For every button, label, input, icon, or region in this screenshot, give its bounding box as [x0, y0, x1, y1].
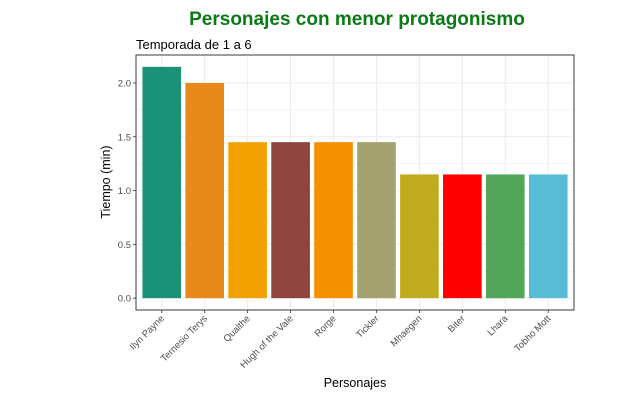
- x-tick-label: Tobho Mott: [512, 313, 553, 354]
- x-tick-label: Mhaegen: [389, 313, 425, 349]
- chart-subtitle: Temporada de 1 a 6: [136, 37, 252, 52]
- y-axis-ticks: 0.0 0.5 1.0 1.5 2.0: [118, 78, 136, 305]
- bar: [314, 142, 353, 299]
- x-tick-label: Tickler: [354, 313, 381, 340]
- chart-title: Personajes con menor protagonismo: [189, 9, 525, 30]
- y-axis-title: Tiempo (min): [99, 145, 113, 218]
- x-axis-title: Personajes: [324, 376, 387, 390]
- y-tick-label: 0.0: [118, 294, 131, 305]
- y-tick-label: 0.5: [118, 240, 131, 251]
- plot-border: [135, 54, 575, 311]
- y-tick-label: 1.0: [118, 186, 131, 197]
- x-tick-label: Biter: [446, 313, 468, 335]
- y-tick-label: 2.0: [118, 78, 131, 89]
- bar: [400, 174, 439, 299]
- bar: [185, 82, 225, 299]
- bar: [228, 142, 267, 299]
- bar: [142, 66, 182, 299]
- bar: [443, 174, 482, 299]
- bar: [271, 142, 310, 299]
- bar: [357, 142, 396, 299]
- y-tick-label: 1.5: [118, 132, 131, 143]
- bar: [528, 174, 568, 299]
- x-tick-label: Lhara: [485, 313, 510, 338]
- bars: [142, 66, 568, 299]
- bar: [485, 174, 525, 299]
- x-tick-label: Qualthe: [221, 313, 252, 344]
- x-tick-label: Rorge: [313, 313, 339, 339]
- x-tick-label: Ilyn Payne: [128, 313, 167, 352]
